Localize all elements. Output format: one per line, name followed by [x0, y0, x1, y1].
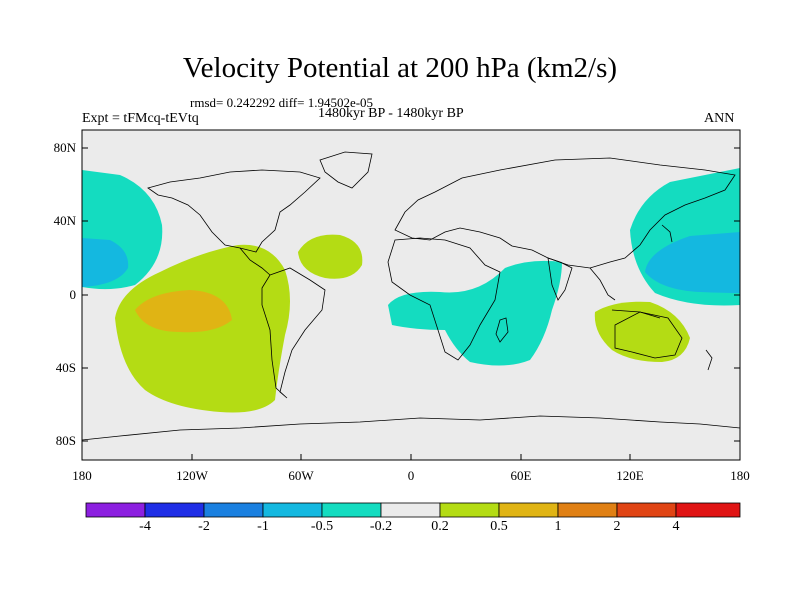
- colorbar-box-10: [616, 502, 677, 518]
- colorbar-label: -1: [257, 519, 269, 534]
- coastline-south-america: [261, 267, 326, 399]
- coastline-greenland: [319, 151, 373, 189]
- lon-label-120e: 120E: [616, 468, 644, 483]
- lon-label-0: 0: [407, 468, 415, 483]
- colorbar-box-4: [262, 502, 323, 518]
- lat-label-40n: 40N: [53, 213, 76, 228]
- colorbar-box-11: [675, 502, 741, 518]
- lon-label-60w: 60W: [288, 468, 314, 483]
- coastline-eurasia: [394, 157, 736, 269]
- colorbar-box-6: [380, 502, 441, 518]
- colorbar-label: 0.2: [431, 519, 449, 534]
- chart-title: Velocity Potential at 200 hPa (km2/s): [182, 52, 618, 84]
- coastline-australia: [614, 311, 683, 359]
- experiment-label: Expt = tFMcq-tEVtq: [82, 111, 199, 126]
- coastline-antarctica: [82, 415, 740, 441]
- colorbar-label: 1: [554, 519, 562, 534]
- colorbar-label: -0.5: [310, 519, 334, 534]
- season-label: ANN: [704, 111, 735, 126]
- contour-fill-australia: [594, 301, 690, 362]
- coastline-north-america: [147, 169, 321, 253]
- coastline-india: [547, 257, 573, 301]
- contour-fill-indian-ocean: [388, 260, 562, 366]
- colorbar-label: -4: [139, 519, 151, 534]
- contour-fill-atlantic: [298, 234, 363, 279]
- colorbar-box-7: [439, 502, 500, 518]
- colorbar-label: -2: [198, 519, 210, 534]
- colorbar-box-5: [321, 502, 382, 518]
- lon-label-180w: 180: [72, 468, 92, 483]
- rmsd-diff-stats: rmsd= 0.242292 diff= 1.94502e-05: [190, 95, 374, 110]
- lat-label-80s: 80S: [55, 433, 76, 448]
- contour-fill-west-pacific-north-core: [82, 238, 129, 287]
- colorbar-box-9: [557, 502, 618, 518]
- contour-fill-west-pacific-core: [645, 232, 740, 293]
- coastline-new-zealand: [705, 349, 713, 371]
- lon-ticks: [81, 454, 741, 460]
- colorbar-box-1: [85, 502, 146, 518]
- coastline-japan: [661, 224, 673, 243]
- lat-label-40s: 40S: [55, 360, 76, 375]
- lat-label-0: 0: [69, 287, 77, 302]
- lon-label-60e: 60E: [510, 468, 532, 483]
- colorbar: [85, 502, 741, 518]
- lon-label-120w: 120W: [176, 468, 208, 483]
- coastline-madagascar: [495, 317, 509, 343]
- time-period-label: 1480kyr BP - 1480kyr BP: [318, 106, 464, 121]
- colorbar-box-2: [144, 502, 205, 518]
- contour-fill-east-pacific-core: [135, 290, 232, 333]
- lat-label-80n: 80N: [53, 140, 76, 155]
- colorbar-label: 2: [613, 519, 621, 534]
- colorbar-label: 0.5: [490, 519, 508, 534]
- colorbar-label: -0.2: [369, 519, 393, 534]
- colorbar-box-8: [498, 502, 559, 518]
- coastline-central-america: [239, 247, 271, 276]
- lat-ticks: [82, 147, 740, 442]
- coastline-africa: [387, 237, 501, 361]
- colorbar-label: 4: [672, 519, 680, 534]
- colorbar-box-3: [203, 502, 264, 518]
- lon-label-180e: 180: [730, 468, 750, 483]
